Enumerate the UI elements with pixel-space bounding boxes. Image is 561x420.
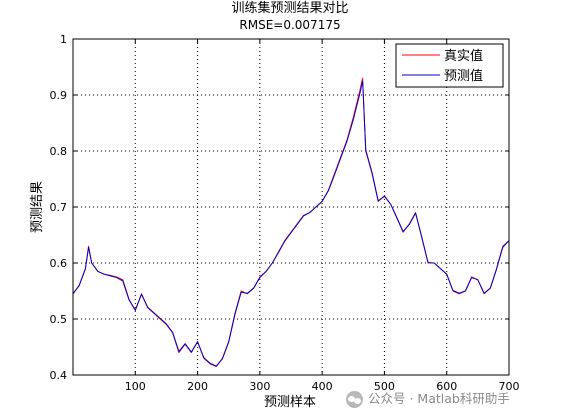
chart-title: 训练集预测结果对比 — [231, 0, 348, 16]
x-tick-label: 200 — [187, 380, 208, 393]
y-tick-label: 0.4 — [50, 369, 68, 382]
x-tick-label: 300 — [249, 380, 270, 393]
chart-subtitle: RMSE=0.007175 — [239, 18, 340, 32]
series-line-true — [72, 77, 510, 368]
watermark: 公众号 · Matlab科研助手 — [346, 388, 558, 410]
x-tick-label: 700 — [499, 380, 520, 393]
grid-lines — [73, 39, 509, 375]
watermark-text: 公众号 · Matlab科研助手 — [368, 391, 510, 406]
x-tick-label: 400 — [312, 380, 333, 393]
y-tick-label: 1 — [60, 33, 67, 46]
y-tick-label: 0.7 — [50, 201, 68, 214]
x-tick-label: 500 — [374, 380, 395, 393]
legend-label-pred: 预测值 — [444, 68, 483, 84]
legend-label-true: 真实值 — [444, 48, 483, 64]
y-tick-label: 0.6 — [50, 257, 68, 270]
x-axis-label: 预测样本 — [264, 395, 316, 410]
legend-box — [395, 43, 504, 88]
axis-ticks: 100 200 300 400 500 600 700 0.4 0.5 0.6 0.7 0.8 0.9 1 — [50, 33, 520, 393]
y-axis-label: 预测结果 — [30, 181, 45, 233]
y-tick-label: 0.8 — [50, 145, 68, 158]
x-tick-label: 600 — [436, 380, 457, 393]
series-layer — [72, 77, 510, 368]
y-tick-label: 0.5 — [50, 313, 68, 326]
wechat-icon — [346, 391, 363, 408]
y-tick-label: 0.9 — [50, 89, 68, 102]
plot-area-border — [72, 38, 510, 376]
legend: 真实值 预测值 — [395, 43, 504, 88]
x-tick-label: 100 — [125, 380, 146, 393]
series-line-pred — [72, 80, 510, 367]
